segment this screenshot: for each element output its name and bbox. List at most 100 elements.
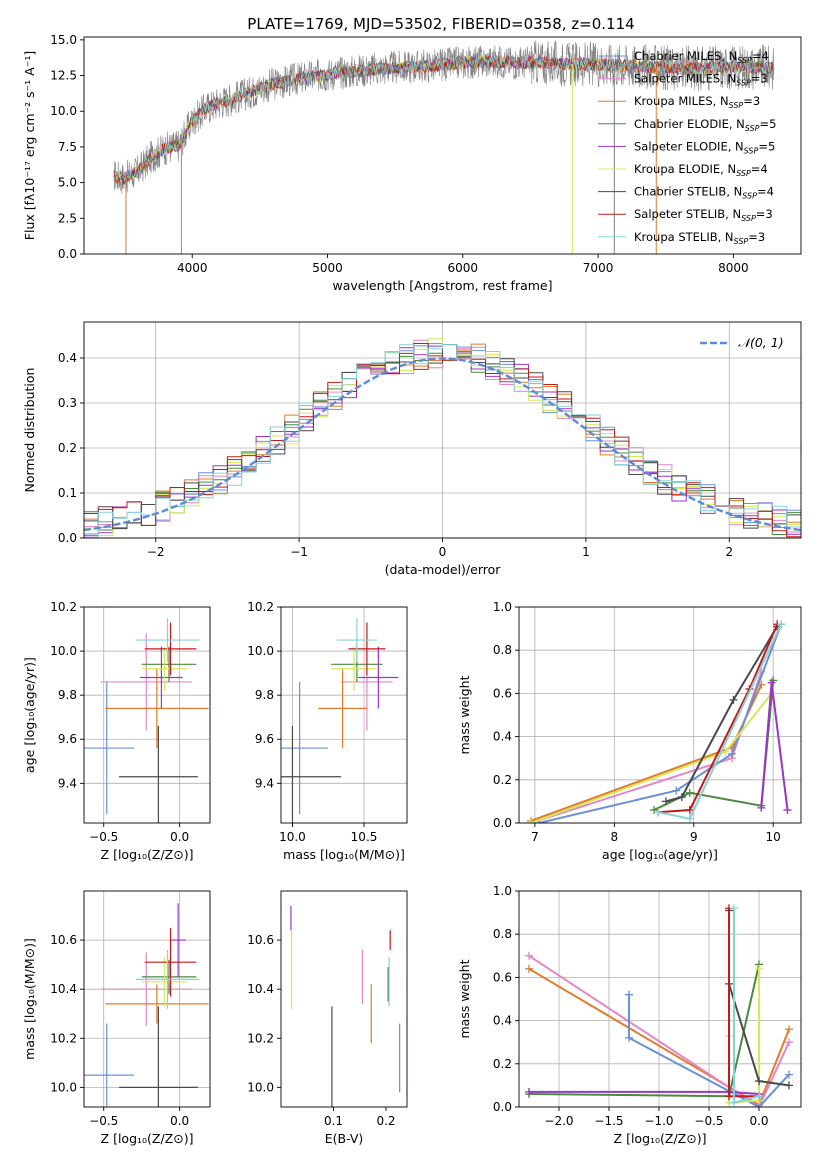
x-tick-label: −0.5 — [694, 1114, 723, 1128]
plot-area-age_vs_mass — [281, 618, 399, 823]
weight-marker-chabrier_stelib — [755, 1077, 763, 1086]
normal-curve — [84, 357, 801, 532]
y-tick-label: 10.0 — [50, 1080, 77, 1094]
y-tick-label: 9.6 — [255, 732, 274, 746]
weight-marker-salpeter_elodie — [783, 806, 792, 815]
x-tick-label: 0.0 — [749, 1114, 768, 1128]
y-tick-label: 10.0 — [247, 644, 274, 658]
legend-label-kroupa_elodie: Kroupa ELODIE, NSSP=4 — [634, 162, 768, 178]
weight-marker-salpeter_stelib — [685, 806, 694, 815]
weight-line-chabrier_miles — [628, 994, 790, 1107]
legend-label-chabrier_elodie: Chabrier ELODIE, NSSP=5 — [634, 117, 776, 133]
legend-label-chabrier_stelib: Chabrier STELIB, NSSP=4 — [634, 185, 774, 201]
y-tick-label: 10.6 — [247, 933, 274, 947]
plot-area-weight_vs_Z — [525, 904, 793, 1107]
y-tick-label: 0.2 — [58, 441, 77, 455]
x-axis-label: Z [log₁₀(Z/Z⊙)] — [614, 1131, 707, 1146]
y-tick-label: 0.6 — [493, 686, 512, 700]
y-tick-label: 0.0 — [493, 816, 512, 830]
x-axis-label: Z [log₁₀(Z/Z⊙)] — [101, 847, 194, 862]
weight-marker-kroupa_elodie — [526, 819, 535, 823]
x-axis-label: E(B-V) — [325, 1131, 364, 1146]
plot-area-mass_vs_Z — [84, 903, 209, 1107]
x-tick-label: 0.0 — [170, 1114, 189, 1128]
weight-marker-kroupa_stelib — [685, 814, 694, 823]
x-tick-label: 0.2 — [376, 1114, 395, 1128]
plot-area-age_vs_Z — [84, 618, 209, 823]
y-tick-label: 9.8 — [58, 688, 77, 702]
weight-marker-chabrier_stelib — [729, 695, 738, 704]
x-tick-label: 10.0 — [279, 830, 306, 844]
histogram-chabrier_stelib — [84, 343, 801, 530]
y-tick-label: 0.4 — [493, 1014, 512, 1028]
weight-marker-chabrier_miles — [672, 786, 681, 795]
weight-marker-kroupa_miles — [785, 1025, 793, 1034]
weight-marker-salpeter_miles — [785, 1038, 793, 1047]
plot-area-weight_vs_age — [526, 620, 792, 823]
x-tick-label: 0.1 — [324, 1114, 343, 1128]
plot-area-residuals — [84, 338, 801, 538]
histogram-kroupa_stelib — [84, 344, 801, 538]
weight-marker-salpeter_miles — [525, 951, 533, 960]
y-tick-label: 2.5 — [58, 211, 77, 225]
y-axis-label: mass weight — [457, 959, 472, 1038]
y-tick-label: 7.5 — [58, 140, 77, 154]
chart-mass_vs_Z: −0.5 0.0 10.0 10.2 10.4 10.6 Z [log₁₀(Z/Z⊙)] ma… — [22, 890, 211, 1146]
weight-marker-salpeter_elodie — [757, 803, 766, 812]
legend-label-kroupa_miles: Kroupa MILES, NSSP=3 — [634, 94, 760, 110]
x-tick-label: 10.5 — [351, 830, 378, 844]
chart-residuals: −2 −1 0 1 2 0.0 0.1 0.2 0.3 0.4 (data-model)/error… — [22, 321, 802, 577]
y-tick-label: 1.0 — [493, 884, 512, 898]
x-tick-label: 2 — [725, 545, 733, 559]
plot-area-mass_vs_ebv — [290, 905, 401, 1107]
weight-marker-kroupa_stelib — [777, 620, 786, 629]
legend-label-chabrier_miles: Chabrier MILES, NSSP=4 — [634, 49, 769, 65]
chart-age_vs_Z: −0.5 0.0 9.4 9.6 9.8 10.0 10.2 Z [log₁₀(Z/Z⊙)] a… — [22, 600, 211, 862]
axes-frame — [83, 36, 802, 255]
model-line-kroupa_stelib — [113, 55, 775, 182]
figure-title: PLATE=1769, MJD=53502, FIBERID=0358, z=0… — [247, 15, 634, 33]
y-tick-label: 12.5 — [50, 69, 77, 83]
weight-line-salpeter_stelib — [657, 623, 779, 814]
weight-marker-kroupa_elodie — [721, 747, 730, 756]
x-tick-label: 8 — [611, 830, 619, 844]
plot-area-spectrum — [113, 40, 775, 254]
weight-marker-chabrier_miles — [727, 749, 736, 758]
x-axis-label: wavelength [Angstrom, rest frame] — [332, 278, 552, 293]
y-tick-label: 9.4 — [255, 776, 274, 790]
weight-marker-kroupa_stelib — [755, 1092, 763, 1101]
spectrum-legend: Chabrier MILES, NSSP=4 Salpeter MILES, NS… — [598, 49, 776, 246]
y-tick-label: 10.2 — [247, 1031, 274, 1045]
x-tick-label: 5000 — [312, 261, 343, 275]
y-tick-label: 10.2 — [247, 600, 274, 614]
x-axis-label: mass [log₁₀(M/M⊙)] — [283, 847, 405, 862]
y-tick-label: 10.0 — [50, 644, 77, 658]
y-tick-label: 0.6 — [493, 970, 512, 984]
axes-frame — [83, 606, 211, 824]
weight-line-salpeter_miles — [528, 954, 790, 1107]
chart-age_vs_mass: 10.0 10.5 9.4 9.6 9.8 10.0 10.2 mass [log₁₀(M/M… — [247, 600, 408, 862]
y-tick-label: 10.6 — [50, 933, 77, 947]
y-tick-label: 10.2 — [50, 1031, 77, 1045]
y-tick-label: 0.8 — [493, 927, 512, 941]
weight-marker-chabrier_stelib — [661, 797, 670, 806]
x-tick-label: −1 — [290, 545, 308, 559]
axes-frame — [280, 606, 408, 824]
legend-label-normal: 𝒩(0, 1) — [738, 335, 784, 350]
weight-marker-chabrier_elodie — [685, 788, 694, 797]
chart-weight_vs_age: 7 8 9 10 0.0 0.2 0.4 0.6 0.8 1.0 age [log₁₀(age/yr… — [457, 600, 802, 862]
x-axis-label: (data-model)/error — [385, 562, 502, 577]
x-tick-label: 8000 — [718, 261, 749, 275]
weight-marker-salpeter_stelib — [725, 1092, 733, 1101]
weight-marker-kroupa_elodie — [755, 964, 763, 973]
chart-mass_vs_ebv: 0.1 0.2 10.0 10.2 10.4 10.6 E(B-V) — [247, 890, 408, 1146]
y-tick-label: 0.0 — [58, 247, 77, 261]
x-tick-label: −0.5 — [89, 830, 118, 844]
chart-spectrum: 4000 5000 6000 7000 8000 0.0 2.5 5.0 7.5 10.0 12.5… — [22, 33, 802, 293]
weight-line-chabrier_stelib — [665, 625, 779, 803]
y-tick-label: 9.8 — [255, 688, 274, 702]
x-tick-label: −1.5 — [594, 1114, 623, 1128]
legend-label-salpeter_miles: Salpeter MILES, NSSP=3 — [634, 72, 768, 88]
x-tick-label: −0.5 — [89, 1114, 118, 1128]
